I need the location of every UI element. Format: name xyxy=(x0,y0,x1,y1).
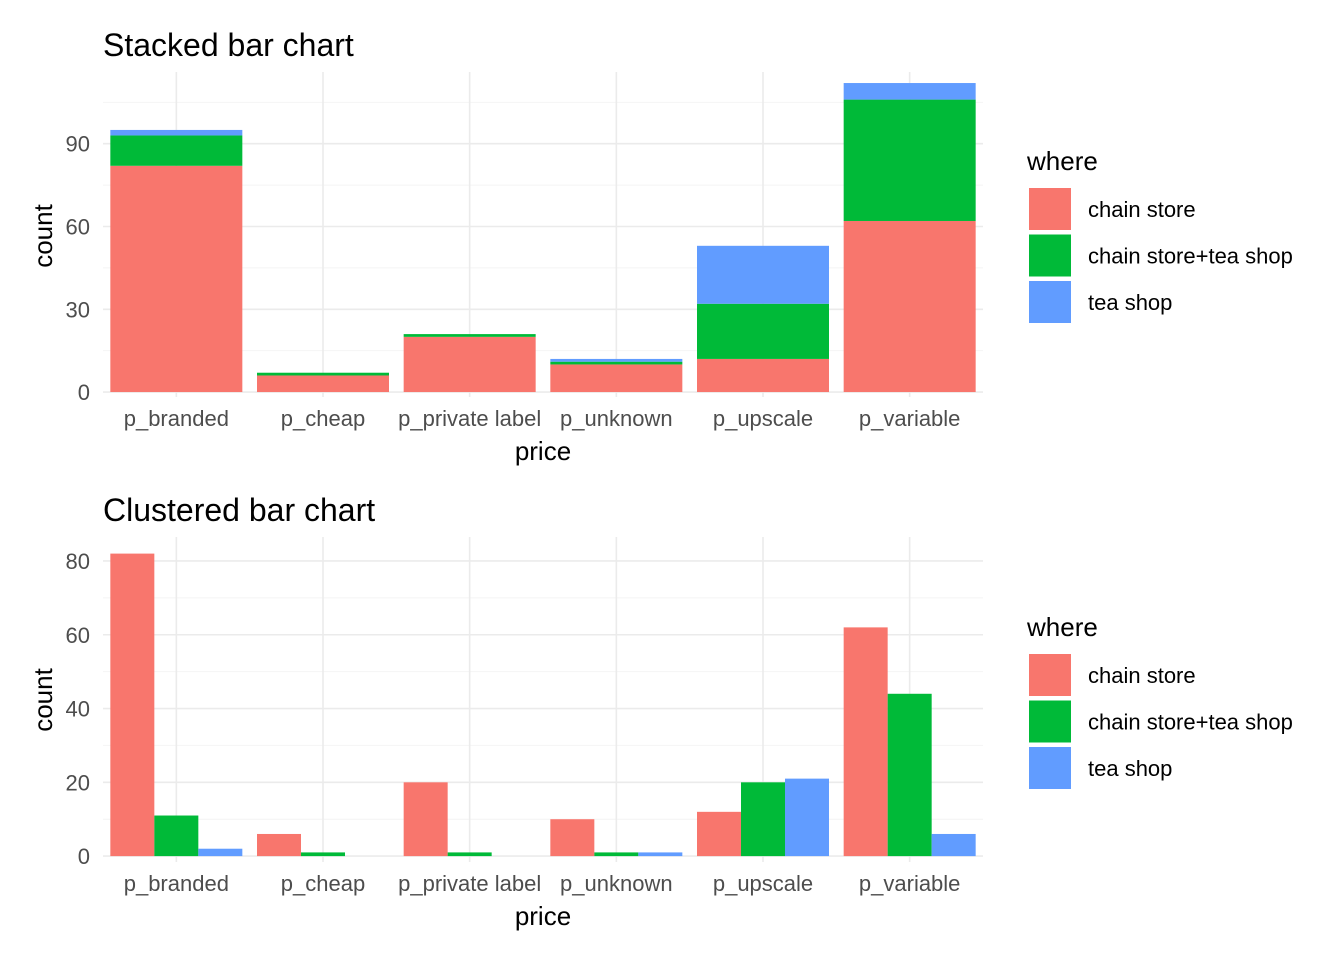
legend-label: tea shop xyxy=(1088,756,1172,781)
x-tick-label: p_variable xyxy=(859,871,961,896)
bar-chain-store-tea-shop xyxy=(741,782,785,857)
bar-chain-store-tea-shop xyxy=(594,852,639,857)
bar-chain-store-tea-shop xyxy=(550,361,683,365)
y-axis-title: count xyxy=(28,667,58,731)
bar-chain-store-tea-shop xyxy=(697,303,829,359)
bar-tea-shop xyxy=(198,848,243,857)
chart-title: Stacked bar chart xyxy=(103,27,354,63)
bar-chain-store-tea-shop xyxy=(403,334,536,337)
bar-tea-shop xyxy=(931,833,976,857)
legend-swatch xyxy=(1029,700,1071,743)
legend-swatch xyxy=(1029,281,1071,323)
bar-chain-store xyxy=(403,782,448,857)
legend-label: tea shop xyxy=(1088,290,1172,315)
legend-label: chain store xyxy=(1088,197,1196,222)
x-tick-label: p_cheap xyxy=(281,871,365,896)
x-tick-label: p_private label xyxy=(398,871,541,896)
bar-tea-shop xyxy=(110,129,243,136)
bar-chain-store xyxy=(697,811,741,857)
legend-swatch xyxy=(1029,654,1071,696)
bar-chain-store xyxy=(403,336,536,393)
legend-title: where xyxy=(1026,612,1098,642)
legend-title: where xyxy=(1026,146,1098,176)
y-tick-label: 40 xyxy=(66,697,90,722)
y-tick-label: 30 xyxy=(66,297,90,322)
bar-chain-store-tea-shop xyxy=(154,815,199,857)
bars xyxy=(110,553,976,857)
x-tick-label: p_private label xyxy=(398,406,541,431)
bar-chain-store-tea-shop xyxy=(447,852,492,857)
legend-swatch xyxy=(1029,188,1071,230)
bar-chain-store xyxy=(110,165,243,393)
legend-swatch xyxy=(1029,234,1071,277)
legend-swatch xyxy=(1029,747,1071,789)
legend: where chain store chain store+tea shop tea … xyxy=(1026,612,1293,789)
y-axis-title: count xyxy=(28,203,58,267)
x-axis-title: price xyxy=(515,901,571,931)
chart-title: Clustered bar chart xyxy=(103,492,375,528)
legend: where chain store chain store+tea shop tea … xyxy=(1026,146,1293,323)
bar-chain-store-tea-shop xyxy=(301,852,345,857)
bar-tea-shop xyxy=(697,245,829,304)
bar-chain-store xyxy=(550,819,595,857)
y-tick-label: 20 xyxy=(66,770,90,795)
x-tick-label: p_branded xyxy=(124,871,229,896)
x-tick-label: p_branded xyxy=(124,406,229,431)
x-tick-label: p_variable xyxy=(859,406,961,431)
x-tick-labels: p_branded p_cheap p_private label p_unknown… xyxy=(124,406,961,431)
bar-chain-store-tea-shop xyxy=(843,99,976,221)
x-tick-label: p_cheap xyxy=(281,406,365,431)
legend-label: chain store+tea shop xyxy=(1088,244,1293,269)
x-tick-labels: p_branded p_cheap p_private label p_unknown… xyxy=(124,871,961,896)
bars xyxy=(110,83,976,393)
x-tick-label: p_unknown xyxy=(560,406,673,431)
x-axis-title: price xyxy=(515,436,571,466)
bar-tea-shop xyxy=(843,83,976,100)
bar-chain-store xyxy=(550,364,683,393)
bar-chain-store xyxy=(843,220,976,393)
bar-chain-store xyxy=(110,553,155,857)
y-tick-labels: 0 30 60 90 xyxy=(66,132,90,405)
bar-chain-store-tea-shop xyxy=(887,693,932,857)
bar-chain-store-tea-shop xyxy=(257,372,389,376)
bar-chain-store xyxy=(257,833,301,857)
y-tick-label: 80 xyxy=(66,549,90,574)
y-tick-label: 60 xyxy=(66,214,90,239)
bar-tea-shop xyxy=(638,852,683,857)
y-tick-label: 0 xyxy=(78,844,90,869)
y-tick-labels: 0 20 40 60 80 xyxy=(66,549,90,869)
bar-chain-store-tea-shop xyxy=(110,135,243,166)
y-tick-label: 0 xyxy=(78,380,90,405)
bar-chain-store xyxy=(843,627,888,857)
bar-tea-shop xyxy=(550,358,683,362)
x-tick-label: p_upscale xyxy=(713,871,813,896)
bar-chain-store xyxy=(697,358,829,393)
legend-label: chain store xyxy=(1088,663,1196,688)
y-tick-label: 90 xyxy=(66,132,90,157)
legend-label: chain store+tea shop xyxy=(1088,710,1293,735)
x-tick-label: p_upscale xyxy=(713,406,813,431)
x-tick-label: p_unknown xyxy=(560,871,673,896)
bar-chain-store xyxy=(257,375,389,393)
y-tick-label: 60 xyxy=(66,623,90,648)
stacked-bar-chart-panel: Stacked bar chart 0 30 60 90 p_branded p_che… xyxy=(28,27,1293,466)
bar-tea-shop xyxy=(785,778,829,857)
